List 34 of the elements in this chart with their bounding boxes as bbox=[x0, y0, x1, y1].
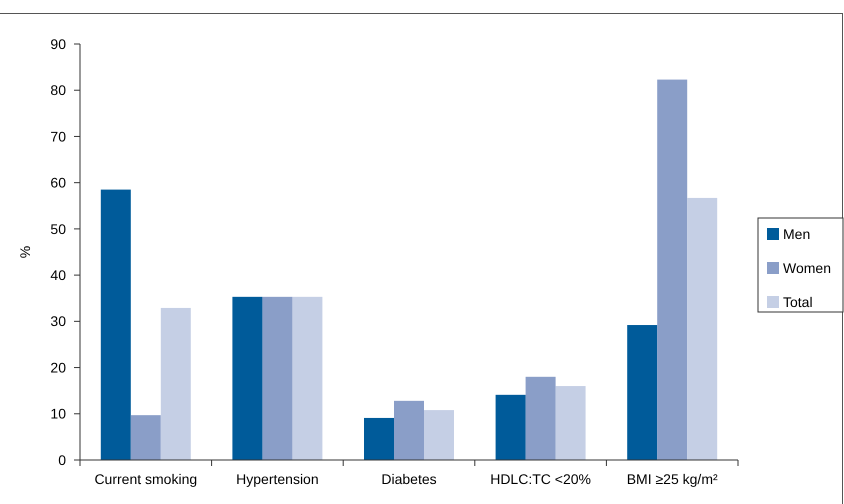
x-tick-label: HDLC:TC <20% bbox=[490, 471, 591, 487]
y-tick-label: 10 bbox=[50, 406, 66, 422]
bar bbox=[526, 376, 556, 460]
y-tick-label: 30 bbox=[50, 313, 66, 330]
bar bbox=[394, 400, 424, 460]
x-tick-label: Diabetes bbox=[381, 471, 437, 487]
bar bbox=[687, 198, 718, 460]
bar bbox=[292, 296, 322, 460]
bar bbox=[627, 325, 658, 460]
bar bbox=[160, 308, 191, 460]
y-tick-label: 70 bbox=[50, 128, 66, 144]
y-tick-label: 20 bbox=[50, 359, 66, 376]
bar bbox=[424, 410, 454, 460]
y-tick-label: 0 bbox=[58, 452, 66, 468]
legend-label: Women bbox=[783, 260, 831, 276]
x-tick-label: BMI ≥25 kg/m² bbox=[626, 471, 718, 487]
bar bbox=[262, 296, 292, 460]
y-tick-label: 90 bbox=[50, 36, 66, 52]
legend-label: Total bbox=[783, 294, 813, 310]
bar bbox=[130, 415, 161, 460]
x-tick-label: Current smoking bbox=[94, 471, 198, 487]
x-tick-label: Hypertension bbox=[236, 471, 319, 487]
bar bbox=[100, 190, 131, 460]
y-tick-label: 60 bbox=[50, 174, 66, 191]
y-tick-label: 50 bbox=[50, 220, 66, 237]
y-tick-label: 80 bbox=[50, 82, 66, 98]
bar bbox=[556, 386, 586, 460]
bar bbox=[657, 80, 688, 460]
bar bbox=[496, 394, 526, 460]
y-axis-title: % bbox=[17, 246, 33, 258]
y-tick-label: 40 bbox=[50, 267, 66, 284]
legend-label: Men bbox=[783, 226, 810, 242]
bar bbox=[232, 296, 262, 460]
bar bbox=[364, 418, 394, 460]
